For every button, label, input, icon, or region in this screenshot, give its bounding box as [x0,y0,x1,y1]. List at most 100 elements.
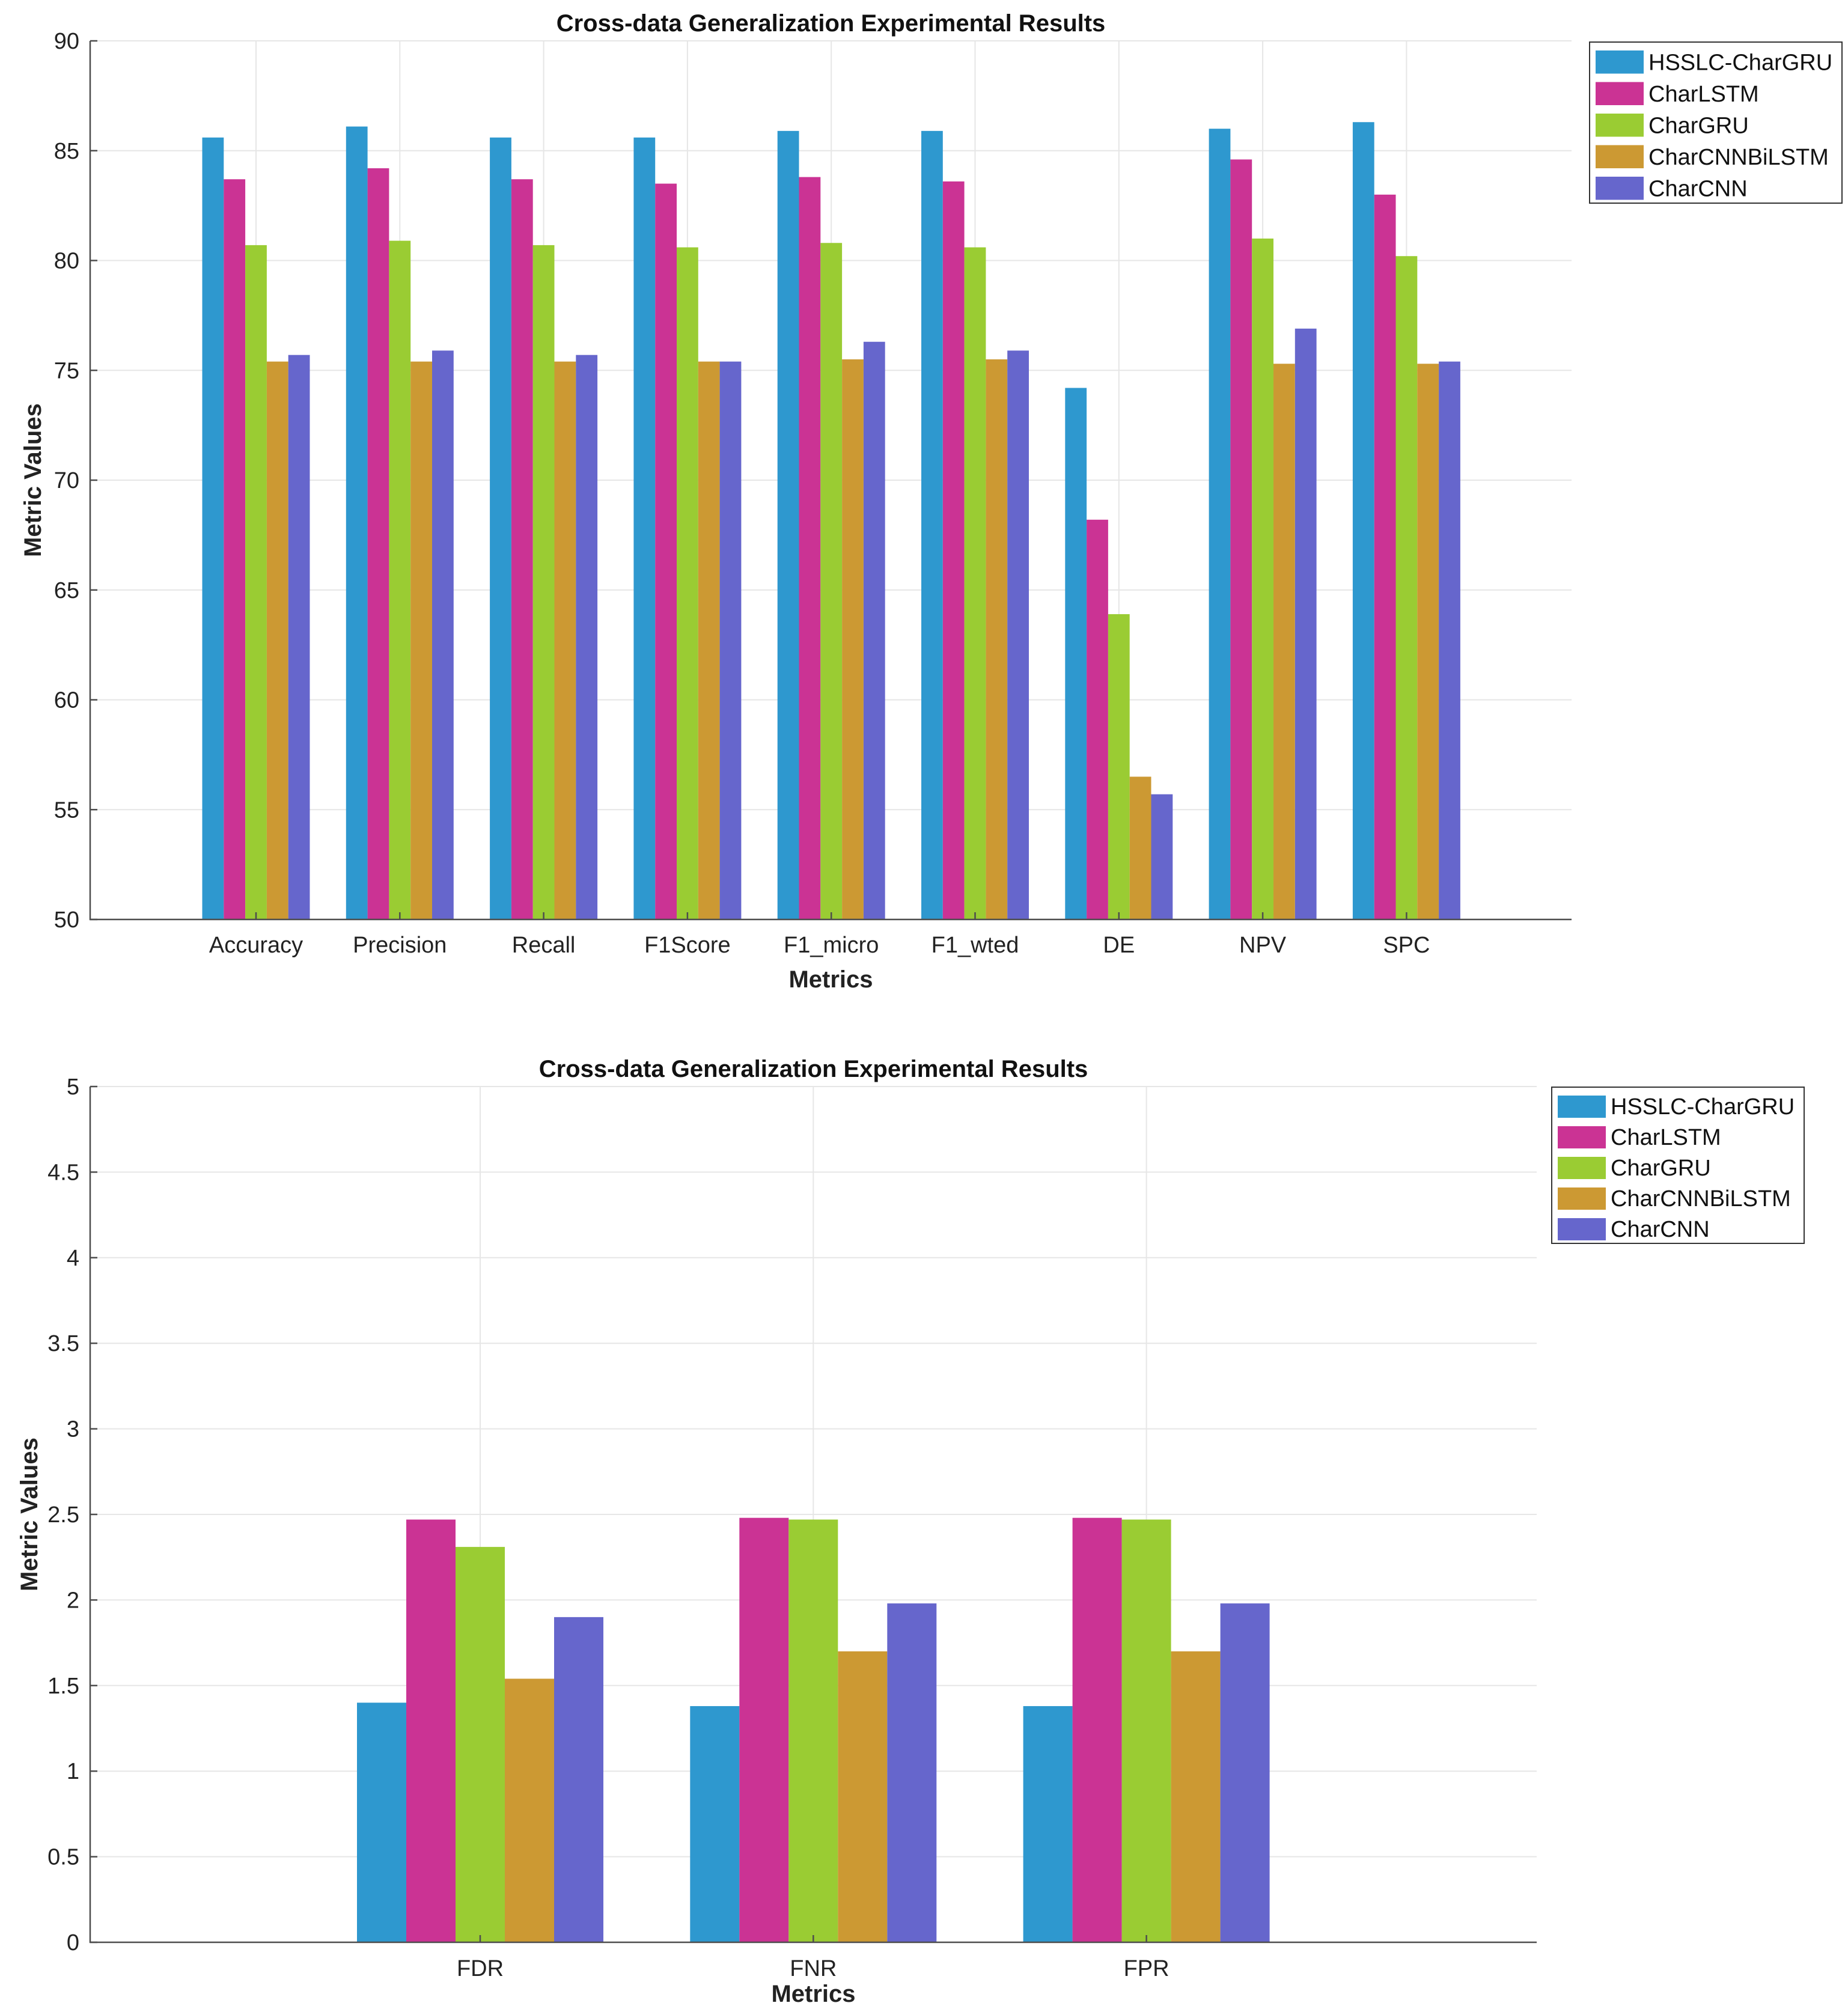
x-tick-label: Accuracy [209,933,303,958]
legend-swatch [1596,50,1644,74]
y-axis-label: Metric Values [20,403,46,557]
bar-charcnn-accuracy [288,355,310,919]
bar-charlstm-spc [1374,194,1396,920]
x-tick-label: FDR [457,1956,504,1981]
bar-charcnnbilstm-f1score [698,361,720,919]
bar-hsslc-chargru-fdr [357,1703,406,1942]
chart-1: 50 55 60 65 70 75 80 85 90 Accuracy Precision Recal… [20,10,1843,993]
bar-chargru-de [1108,614,1130,919]
legend-label: CharGRU [1611,1156,1711,1181]
bar-charcnnbilstm-fpr [1171,1651,1221,1942]
y-tick-label: 3 [67,1417,79,1442]
bar-chargru-fnr [788,1519,838,1942]
bar-charcnn-spc [1439,361,1460,919]
y-tick-label: 2 [67,1588,79,1613]
bar-charcnnbilstm-fnr [838,1651,888,1942]
x-tick-label: Precision [353,933,447,958]
legend-label: CharCNNBiLSTM [1648,145,1829,170]
bar-chargru-fpr [1121,1519,1171,1942]
bar-hsslc-chargru-fnr [690,1706,740,1942]
y-tick-label: 5 [67,1075,79,1100]
bar-charlstm-recall [511,179,533,919]
bar-charcnn-f1_wted [1007,350,1029,919]
x-tick-label: SPC [1383,933,1430,958]
legend-swatch [1558,1218,1606,1240]
x-axis-label: Metrics [771,1981,855,2007]
bar-charcnn-f1score [719,361,742,919]
legend: HSSLC-CharGRU CharLSTM CharGRU CharCNNBiLST… [1589,41,1843,204]
y-tick-label: 0.5 [47,1845,79,1870]
bar-hsslc-chargru-accuracy [202,137,224,919]
y-tick-label: 70 [54,468,79,493]
bar-hsslc-chargru-de [1065,388,1087,919]
bar-hsslc-chargru-precision [346,126,368,919]
y-tick-label: 65 [54,578,79,603]
bar-charlstm-precision [367,168,389,919]
x-tick-label: Recall [512,933,576,958]
legend-swatch [1558,1187,1606,1210]
y-tick-label: 4 [67,1246,79,1271]
bar-charcnn-fnr [887,1603,937,1942]
bar-charlstm-fdr [406,1519,456,1942]
chart-title: Cross-data Generalization Experimental R… [539,1056,1088,1082]
bar-charcnn-recall [576,355,598,919]
bar-charlstm-npv [1230,159,1252,919]
bar-charcnnbilstm-accuracy [266,361,288,919]
bar-charcnnbilstm-recall [554,361,576,919]
bar-chargru-fdr [456,1547,505,1942]
legend-swatch [1558,1096,1606,1118]
bar-hsslc-chargru-f1_wted [921,130,943,920]
y-tick-label: 90 [54,29,79,54]
x-axis-label: Metrics [788,966,873,993]
bar-chargru-npv [1252,238,1273,920]
legend: HSSLC-CharGRU CharLSTM CharGRU CharCNNBiLST… [1551,1087,1805,1244]
legend-swatch [1596,82,1644,105]
bar-charcnnbilstm-spc [1417,364,1439,919]
legend-swatch [1558,1157,1606,1179]
x-tick-label: F1_wted [932,933,1019,958]
x-tick-label: DE [1103,933,1135,958]
bar-chargru-f1score [677,247,698,919]
bar-chargru-f1_wted [964,247,986,919]
bar-hsslc-chargru-f1score [633,137,656,919]
legend-label: CharLSTM [1648,82,1759,107]
chart-2: 0 0.5 1 1.5 2 2.5 3 3.5 4 4.5 5 FDR FNR FPR Cross-data… [16,1056,1805,2007]
y-tick-label: 1 [67,1759,79,1784]
bar-hsslc-chargru-f1_micro [777,130,799,920]
legend-label: HSSLC-CharGRU [1611,1094,1795,1120]
legend-swatch [1596,114,1644,137]
y-tick-label: 80 [54,249,79,274]
bar-charcnn-precision [432,350,454,919]
bar-charlstm-f1_micro [799,177,821,919]
y-tick-label: 60 [54,688,79,713]
y-tick-label: 4.5 [47,1160,79,1185]
x-tick-label: FNR [790,1956,837,1981]
bar-charcnnbilstm-precision [410,361,432,919]
bar-charcnnbilstm-de [1129,776,1151,919]
y-tick-label: 55 [54,797,79,823]
legend-label: CharGRU [1648,114,1749,139]
legend-label: CharCNN [1611,1217,1710,1242]
legend-label: CharCNN [1648,177,1748,202]
y-axis-label: Metric Values [16,1437,43,1591]
bar-charcnn-f1_micro [863,341,885,919]
y-tick-label: 1.5 [47,1674,79,1699]
y-tick-label: 50 [54,907,79,933]
bar-charcnnbilstm-f1_wted [986,359,1008,919]
y-tick-label: 0 [67,1930,79,1956]
y-tick-label: 3.5 [47,1331,79,1356]
bar-charcnn-npv [1295,328,1317,919]
bar-charcnnbilstm-f1_micro [842,359,864,919]
bar-chargru-recall [532,245,555,919]
bar-charcnn-fpr [1220,1603,1270,1942]
bar-charlstm-f1score [655,183,677,920]
bar-charlstm-accuracy [224,179,246,919]
bar-chargru-f1_micro [820,243,843,919]
bar-chargru-precision [389,240,411,920]
bar-charcnn-fdr [554,1617,603,1942]
y-tick-label: 85 [54,139,79,164]
bar-hsslc-chargru-recall [490,137,511,919]
legend-label: CharLSTM [1611,1125,1721,1150]
bar-charlstm-fpr [1072,1517,1122,1942]
bar-charlstm-f1_wted [942,181,965,919]
